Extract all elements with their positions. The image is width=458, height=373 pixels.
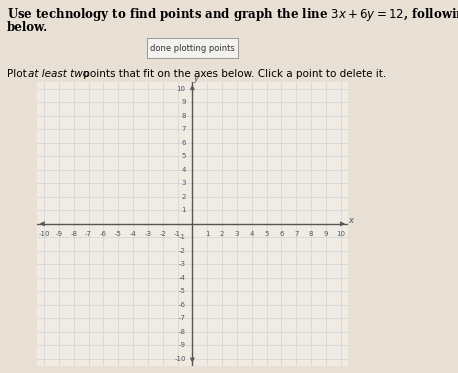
Text: -2: -2 [159, 231, 166, 237]
Text: -6: -6 [100, 231, 107, 237]
Text: 8: 8 [181, 113, 185, 119]
Text: 2: 2 [220, 231, 224, 237]
Text: -1: -1 [179, 234, 185, 240]
Text: Use technology to find points and graph the line $3x + 6y = 12$, following the i: Use technology to find points and graph … [7, 6, 458, 23]
Text: -7: -7 [85, 231, 92, 237]
Text: -9: -9 [179, 342, 185, 348]
Text: 6: 6 [279, 231, 284, 237]
Text: -6: -6 [179, 302, 185, 308]
Text: 10: 10 [177, 86, 185, 92]
Text: -10: -10 [38, 231, 50, 237]
Text: -2: -2 [179, 248, 185, 254]
Text: 4: 4 [250, 231, 254, 237]
Text: -1: -1 [174, 231, 181, 237]
Text: -3: -3 [179, 261, 185, 267]
Text: 7: 7 [294, 231, 299, 237]
Text: 3: 3 [234, 231, 239, 237]
Text: Plot: Plot [7, 69, 30, 79]
Text: 5: 5 [264, 231, 269, 237]
Text: -5: -5 [179, 288, 185, 294]
Text: 2: 2 [181, 194, 185, 200]
Text: -7: -7 [179, 315, 185, 321]
Text: below.: below. [7, 21, 48, 34]
Text: x: x [349, 216, 354, 225]
Text: -4: -4 [130, 231, 136, 237]
Text: 4: 4 [181, 167, 185, 173]
Text: -8: -8 [179, 329, 185, 335]
Text: 1: 1 [205, 231, 209, 237]
Text: 9: 9 [324, 231, 328, 237]
Text: 9: 9 [181, 99, 185, 105]
Text: 3: 3 [181, 180, 185, 186]
Text: points that fit on the axes below. Click a point to delete it.: points that fit on the axes below. Click… [80, 69, 387, 79]
Text: -5: -5 [115, 231, 122, 237]
Text: 7: 7 [181, 126, 185, 132]
Text: -3: -3 [144, 231, 151, 237]
Text: at least two: at least two [28, 69, 89, 79]
Text: -4: -4 [179, 275, 185, 281]
Text: y: y [194, 74, 199, 83]
Text: 8: 8 [309, 231, 313, 237]
Text: -9: -9 [55, 231, 62, 237]
Text: 5: 5 [181, 153, 185, 159]
Text: 6: 6 [181, 140, 185, 146]
Text: -10: -10 [174, 356, 185, 362]
Text: -8: -8 [70, 231, 77, 237]
Text: done plotting points: done plotting points [150, 44, 235, 53]
Text: 1: 1 [181, 207, 185, 213]
Text: 10: 10 [336, 231, 345, 237]
